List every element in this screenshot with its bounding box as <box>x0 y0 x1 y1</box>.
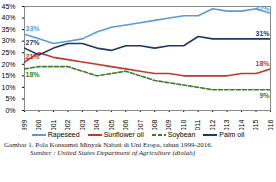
svg-text:0%: 0% <box>5 107 15 114</box>
svg-text:45%: 45% <box>1 3 15 10</box>
svg-text:15%: 15% <box>1 72 15 79</box>
svg-text:2006: 2006 <box>122 119 129 130</box>
svg-text:40%: 40% <box>1 14 15 21</box>
svg-text:2000: 2000 <box>35 119 42 130</box>
svg-text:2016: 2016 <box>267 119 274 130</box>
svg-text:10%: 10% <box>1 84 15 91</box>
svg-text:2012: 2012 <box>209 119 216 130</box>
svg-text:27%: 27% <box>26 39 41 46</box>
svg-text:31%: 31% <box>255 30 270 37</box>
svg-text:1999: 1999 <box>21 119 28 130</box>
svg-text:35%: 35% <box>1 26 15 33</box>
svg-text:2008: 2008 <box>151 119 158 130</box>
svg-text:2004: 2004 <box>93 119 100 130</box>
svg-text:21%: 21% <box>26 53 41 60</box>
html-text:Soybean: Soybean <box>167 131 196 138</box>
svg-text:18%: 18% <box>255 60 270 67</box>
svg-text:25%: 25% <box>1 49 15 56</box>
svg-text:5%: 5% <box>5 95 15 102</box>
html-text:Rapeseed: Rapeseed <box>47 131 80 138</box>
html-text:Sunflower oil: Sunflower oil <box>103 131 144 138</box>
svg-text:2001: 2001 <box>50 119 57 130</box>
svg-text:2013: 2013 <box>223 119 230 130</box>
svg-text:2015: 2015 <box>252 119 259 130</box>
html-text:Gambar 1. Pola Konsumsi Minyak: Gambar 1. Pola Konsumsi Minyak Nabati di… <box>4 141 213 149</box>
svg-text:42%: 42% <box>255 5 270 12</box>
svg-text:33%: 33% <box>26 25 41 32</box>
svg-text:2010: 2010 <box>180 119 187 130</box>
svg-text:30%: 30% <box>1 37 15 44</box>
svg-text:9%: 9% <box>259 92 270 99</box>
svg-text:2009: 2009 <box>165 119 172 130</box>
svg-text:2011: 2011 <box>194 119 201 130</box>
svg-text:2014: 2014 <box>238 119 245 130</box>
svg-text:2005: 2005 <box>108 119 115 130</box>
svg-text:2007: 2007 <box>137 119 144 130</box>
svg-text:18%: 18% <box>26 71 41 78</box>
svg-text:20%: 20% <box>1 61 15 68</box>
svg-text:2003: 2003 <box>79 119 86 130</box>
html-text:Sumber : United States Departm: Sumber : United States Department of Agr… <box>30 149 196 157</box>
html-text:Palm oil: Palm oil <box>219 131 245 138</box>
svg-text:2002: 2002 <box>64 119 71 130</box>
